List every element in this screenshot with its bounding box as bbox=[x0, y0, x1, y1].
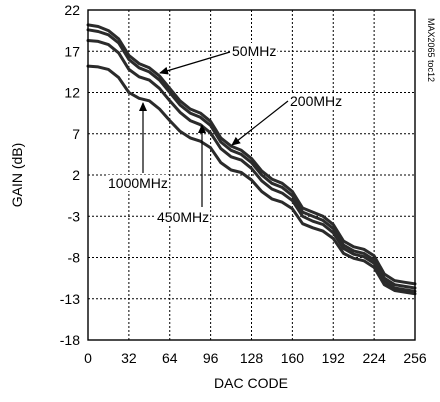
y-tick-label: 2 bbox=[72, 167, 80, 183]
annotation-label: 450MHz bbox=[157, 209, 209, 225]
annotation-label-background bbox=[289, 93, 344, 109]
y-tick-label: -3 bbox=[68, 208, 81, 224]
annotation-label-background bbox=[107, 175, 169, 191]
x-tick-label: 256 bbox=[403, 350, 427, 366]
x-tick-label: 160 bbox=[281, 350, 305, 366]
x-tick-label: 0 bbox=[84, 350, 92, 366]
annotation-label: 50MHz bbox=[232, 43, 276, 59]
annotations: 50MHz 200MHz 1000MHz 450MHz bbox=[107, 43, 344, 225]
x-tick-label: 128 bbox=[240, 350, 264, 366]
series-line-200mhz bbox=[86, 28, 417, 290]
series-line-1000mhz bbox=[86, 64, 417, 296]
series-line-50mhz bbox=[86, 23, 417, 286]
annotation-label: 200MHz bbox=[290, 93, 342, 109]
x-tick-label: 192 bbox=[322, 350, 346, 366]
y-axis-title: GAIN (dB) bbox=[9, 143, 25, 208]
series-lines bbox=[86, 23, 417, 296]
x-tick-label: 96 bbox=[203, 350, 219, 366]
x-tick-label: 64 bbox=[162, 350, 178, 366]
x-tick-label: 224 bbox=[362, 350, 386, 366]
y-tick-label: -13 bbox=[60, 291, 80, 307]
y-tick-label: -18 bbox=[60, 332, 80, 348]
annotation-arrow bbox=[231, 100, 289, 146]
y-tick-label: -8 bbox=[68, 250, 81, 266]
y-tick-label: 7 bbox=[72, 126, 80, 142]
annotation-label: 1000MHz bbox=[108, 175, 168, 191]
annotation-arrow bbox=[159, 51, 231, 75]
y-tick-label: 17 bbox=[64, 43, 80, 59]
x-tick-label: 32 bbox=[121, 350, 137, 366]
series-line-450mhz bbox=[86, 39, 417, 293]
y-tick-label: 12 bbox=[64, 85, 80, 101]
annotation-label-background bbox=[231, 43, 278, 59]
x-axis-title: DAC CODE bbox=[214, 375, 288, 391]
plot-frame bbox=[87, 9, 416, 341]
y-tick-label: 22 bbox=[64, 2, 80, 18]
y-tick-labels: 22 17 12 7 2 -3 -8 -13 -18 bbox=[60, 2, 80, 348]
x-tick-labels: 0 32 64 96 128 160 192 224 256 bbox=[84, 350, 427, 366]
figure-code-note: MAX2065 toc12 bbox=[426, 18, 436, 82]
annotation-label-background bbox=[156, 209, 211, 225]
